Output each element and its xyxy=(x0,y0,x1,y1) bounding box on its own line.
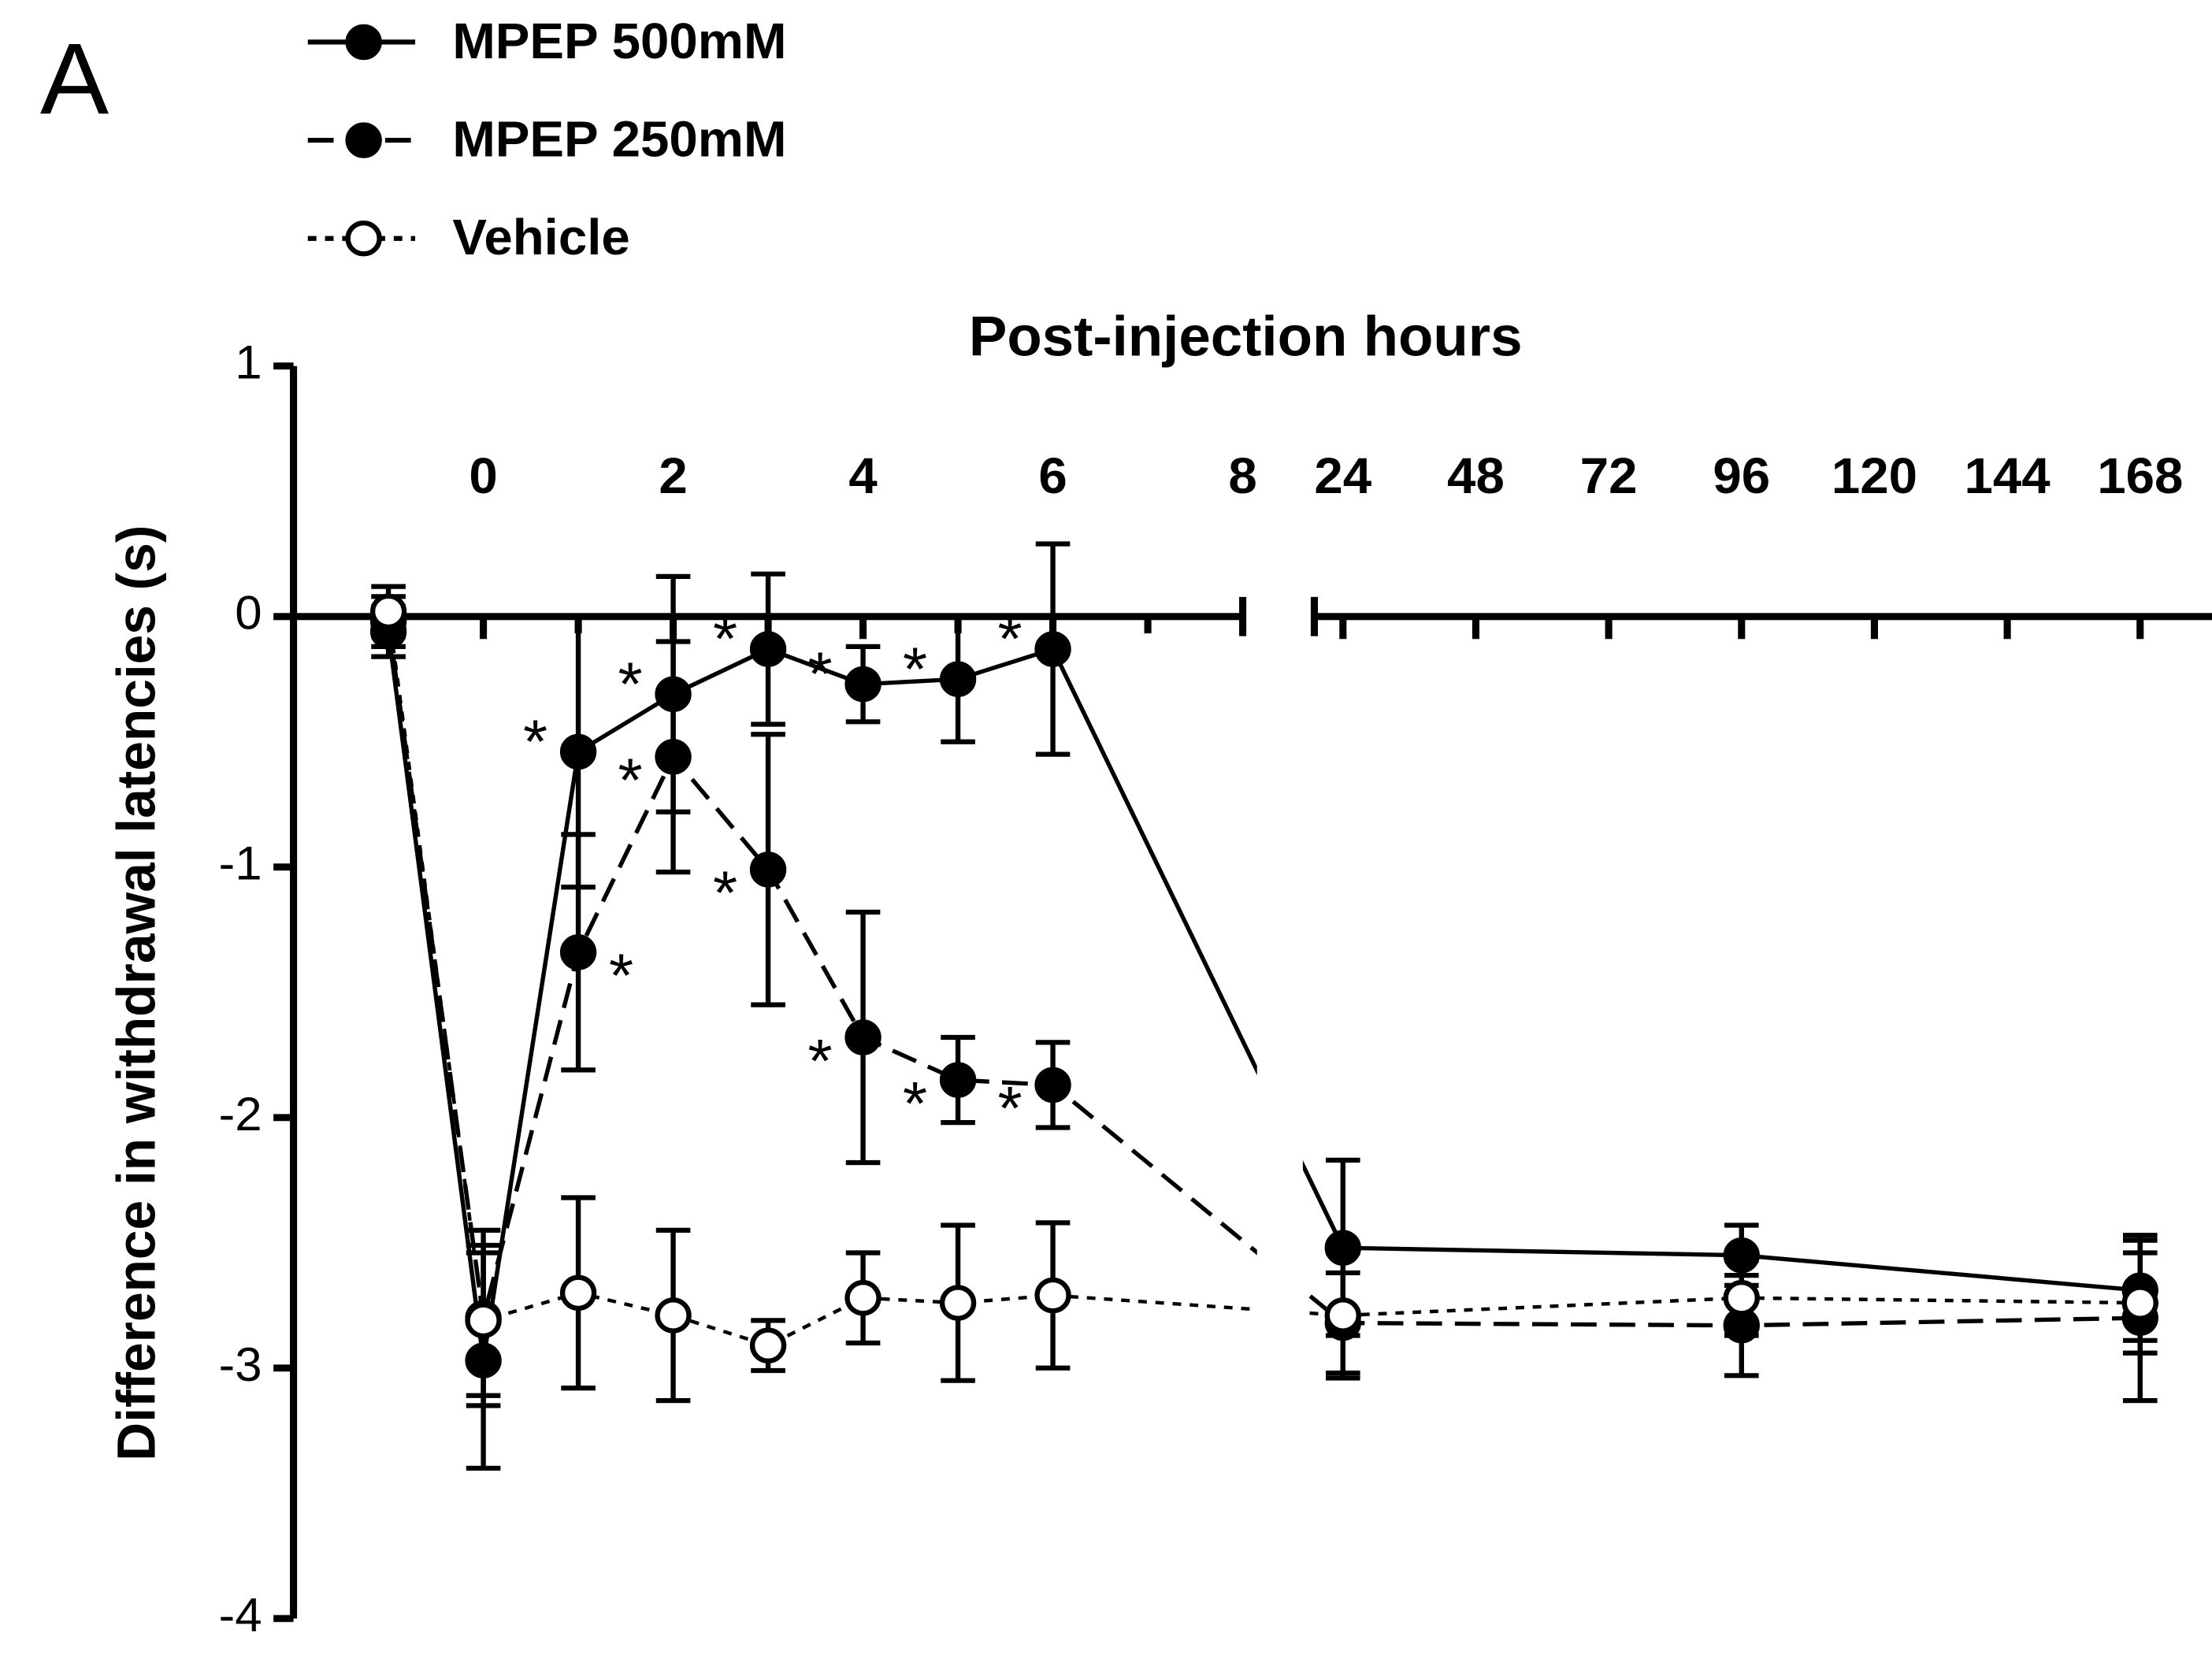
significance-marker: * xyxy=(903,634,927,703)
data-point xyxy=(1034,1067,1071,1104)
x-tick-label: 24 xyxy=(1314,447,1371,504)
data-point xyxy=(2121,1285,2158,1321)
data-point xyxy=(465,1342,502,1378)
data-point xyxy=(559,1274,597,1311)
panel-label: A xyxy=(40,23,109,135)
significance-marker: * xyxy=(609,940,633,1010)
data-point xyxy=(655,739,692,775)
data-point xyxy=(559,733,597,770)
x-axis-title: Post-injection hours xyxy=(969,306,1523,368)
x-tick-label: 144 xyxy=(1965,447,2051,504)
y-tick-label: -4 xyxy=(219,1588,262,1641)
y-tick-label: -2 xyxy=(219,1087,262,1140)
x-tick-label: 2 xyxy=(659,447,687,504)
data-point xyxy=(844,1280,881,1316)
data-point xyxy=(1324,1297,1361,1334)
data-point xyxy=(749,1327,787,1363)
significance-marker: * xyxy=(618,745,642,814)
significance-marker: * xyxy=(523,707,547,776)
x-tick-label: 6 xyxy=(1038,447,1067,504)
data-point xyxy=(1324,1230,1361,1266)
legend-marker xyxy=(345,122,382,158)
x-tick-label: 4 xyxy=(848,447,877,504)
data-point xyxy=(1723,1237,1760,1274)
data-point xyxy=(655,676,692,713)
data-point xyxy=(749,631,787,667)
data-point xyxy=(559,934,597,970)
legend-marker xyxy=(345,220,382,257)
legend-label: MPEP 500mM xyxy=(452,13,786,69)
significance-marker: * xyxy=(713,858,737,927)
x-tick-label: 0 xyxy=(469,447,497,504)
x-tick-label: 72 xyxy=(1580,447,1638,504)
data-point xyxy=(655,1297,692,1334)
y-tick-label: 1 xyxy=(235,336,262,388)
data-point xyxy=(465,1302,502,1339)
series-line xyxy=(386,611,2140,1348)
significance-marker: * xyxy=(807,1026,832,1095)
data-point xyxy=(844,666,881,703)
significance-marker: * xyxy=(618,649,642,718)
data-point xyxy=(939,661,977,697)
x-tick-label: 120 xyxy=(1832,447,1917,504)
legend-label: Vehicle xyxy=(452,209,629,265)
legend-label: MPEP 250mM xyxy=(452,110,786,167)
axis-break-gap xyxy=(1256,603,1303,1333)
x-tick-label: 8 xyxy=(1228,447,1256,504)
data-point xyxy=(939,1285,977,1321)
data-point xyxy=(939,1062,977,1098)
significance-marker: * xyxy=(807,639,832,708)
data-point xyxy=(1034,631,1071,667)
significance-marker: * xyxy=(903,1068,927,1137)
significance-marker: * xyxy=(713,603,737,673)
significance-marker: * xyxy=(997,603,1022,673)
y-tick-label: 0 xyxy=(235,586,262,639)
legend-marker xyxy=(345,24,382,61)
y-tick-label: -1 xyxy=(219,837,262,889)
x-tick-label: 168 xyxy=(2097,447,2183,504)
y-axis-title: Difference in withdrawal latencies (s) xyxy=(106,525,167,1461)
data-point xyxy=(1034,1277,1071,1314)
significance-marker: * xyxy=(997,1073,1022,1142)
data-point xyxy=(1723,1280,1760,1316)
data-point xyxy=(749,851,787,888)
data-point xyxy=(369,593,407,630)
data-point xyxy=(844,1019,881,1055)
x-tick-label: 96 xyxy=(1713,447,1770,504)
x-tick-label: 48 xyxy=(1447,447,1505,504)
y-tick-label: -3 xyxy=(219,1337,262,1390)
